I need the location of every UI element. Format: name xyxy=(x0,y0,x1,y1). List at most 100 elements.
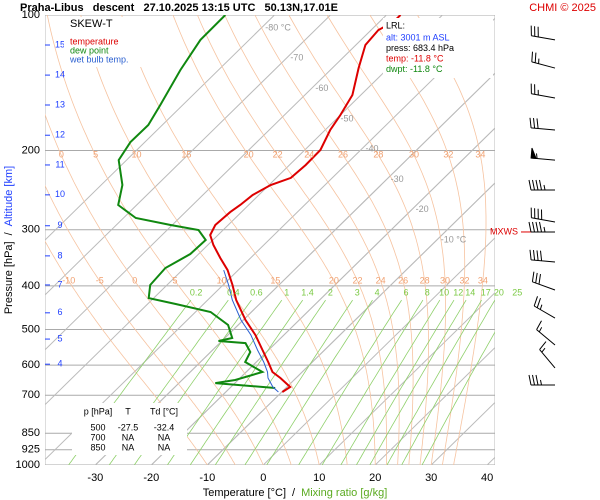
wind-barb xyxy=(530,83,556,99)
moist-adiabat-label: 22 xyxy=(352,275,362,285)
legend-entry: wet bulb temp. xyxy=(69,54,129,64)
table-cell: 700 xyxy=(90,432,105,442)
mixing-ratio-line xyxy=(189,299,304,465)
isotherm xyxy=(262,237,495,465)
isotherm-label: -20 xyxy=(416,204,429,214)
moist-adiabat-label: 5 xyxy=(93,150,98,160)
mixing-ratio-label: 2 xyxy=(328,287,333,297)
table-cell: NA xyxy=(122,442,135,452)
barb-staff xyxy=(530,207,556,223)
moist-adiabat-label: 15 xyxy=(270,275,280,285)
y-tick-label: 600 xyxy=(22,359,40,371)
moist-adiabat-label: 0 xyxy=(132,275,137,285)
wind-barb xyxy=(530,25,556,41)
table-header: Td [°C] xyxy=(150,406,178,416)
moist-adiabat xyxy=(288,15,429,465)
altitude-tick-label: 9 xyxy=(57,220,62,230)
y-tick-label: 500 xyxy=(22,323,40,335)
sounding-line xyxy=(223,269,279,393)
barb-staff xyxy=(528,221,556,233)
moist-adiabat-label: 22 xyxy=(273,150,283,160)
altitude-tick-label: 4 xyxy=(57,359,62,369)
moist-adiabat-label: 15 xyxy=(181,150,191,160)
isotherm xyxy=(45,15,443,406)
y-tick-label: 925 xyxy=(22,444,40,456)
mixing-ratio-label: 14 xyxy=(465,287,475,297)
y-tick-label: 850 xyxy=(22,427,40,439)
wind-barb xyxy=(529,117,556,131)
mixing-ratio-label: 1 xyxy=(284,287,289,297)
mixing-ratio-line xyxy=(266,299,373,465)
moist-adiabat-label: 30 xyxy=(440,275,450,285)
mixing-ratio-line xyxy=(214,299,326,465)
table-cell: -27.5 xyxy=(118,422,139,432)
wind-barb xyxy=(529,249,556,263)
moist-adiabat-label: 28 xyxy=(420,275,430,285)
moist-adiabat-label: -10 xyxy=(62,275,75,285)
wind-barb xyxy=(528,179,556,191)
x-tick-label: 10 xyxy=(313,472,325,484)
lrl-line: temp: -11.8 °C xyxy=(386,53,444,63)
table-cell: -32.4 xyxy=(154,422,175,432)
x-label-temperature: Temperature [°C] xyxy=(203,487,286,499)
mixing-ratio-label: 4 xyxy=(375,287,380,297)
barb-staff xyxy=(530,25,556,41)
mixing-ratio-label: 0.6 xyxy=(250,287,263,297)
mixing-ratio-line xyxy=(421,331,495,465)
barb-staff xyxy=(528,179,556,191)
altitude-tick-label: 10 xyxy=(55,189,65,199)
barb-staff xyxy=(529,249,556,263)
moist-adiabat-label: 5 xyxy=(172,275,177,285)
moist-adiabat-label: 10 xyxy=(217,275,227,285)
isotherm-label: -80 °C xyxy=(265,22,291,32)
table-cell: NA xyxy=(122,432,135,442)
moist-adiabat xyxy=(369,15,466,465)
y-tick-label: 300 xyxy=(22,224,40,236)
isotherm xyxy=(318,291,495,465)
legend-box xyxy=(64,17,144,67)
y-tick-label: 700 xyxy=(22,389,40,401)
altitude-tick-label: 13 xyxy=(55,99,65,109)
lrl-line: alt: 3001 m ASL xyxy=(386,32,450,42)
barb-staff xyxy=(531,271,556,291)
isotherm xyxy=(374,346,495,465)
table-cell: 500 xyxy=(90,422,105,432)
lrl-box xyxy=(383,18,493,78)
mixing-ratio-line xyxy=(369,299,467,465)
mixing-ratio-line xyxy=(386,299,482,465)
altitude-tick-label: 14 xyxy=(55,69,65,79)
mixing-ratio-line xyxy=(298,299,402,465)
copyright: CHMI © 2025 xyxy=(529,2,596,14)
altitude-tick-label: 6 xyxy=(57,307,62,317)
legend-entry: dew point xyxy=(70,45,109,55)
wind-barb xyxy=(528,374,556,386)
table-header: T xyxy=(125,406,131,416)
sounding-line xyxy=(209,15,402,393)
altitude-tick-label: 15 xyxy=(55,39,65,49)
moist-adiabat xyxy=(121,15,348,465)
mixing-ratio-line xyxy=(244,299,353,465)
x-tick-label: -30 xyxy=(87,472,103,484)
isotherm xyxy=(150,127,495,465)
altitude-tick-label: 12 xyxy=(55,130,65,140)
barb-staff xyxy=(531,153,556,161)
moist-adiabat-label: 20 xyxy=(244,150,254,160)
isotherm xyxy=(45,15,331,296)
moist-adiabat-label: 20 xyxy=(329,275,339,285)
wind-barb xyxy=(531,271,556,291)
moist-adiabat-label: 28 xyxy=(373,150,383,160)
mixing-ratio-label: 20 xyxy=(494,287,504,297)
x-tick-label: 40 xyxy=(481,472,493,484)
isotherm-label: -30 xyxy=(391,174,404,184)
isotherm-label: -40 xyxy=(366,144,379,154)
x-tick-label: 0 xyxy=(260,472,266,484)
moist-adiabat-label: 26 xyxy=(338,150,348,160)
moist-adiabat xyxy=(326,15,446,465)
mixing-ratio-label: 1.4 xyxy=(301,287,314,297)
plot-area xyxy=(45,15,495,465)
isotherm-label: -60 xyxy=(315,83,328,93)
y-label-altitude: Altitude [km] xyxy=(3,166,15,227)
mixing-ratio-line xyxy=(340,299,441,465)
y-tick-label: 200 xyxy=(22,144,40,156)
altitude-tick-label: 7 xyxy=(57,279,62,289)
